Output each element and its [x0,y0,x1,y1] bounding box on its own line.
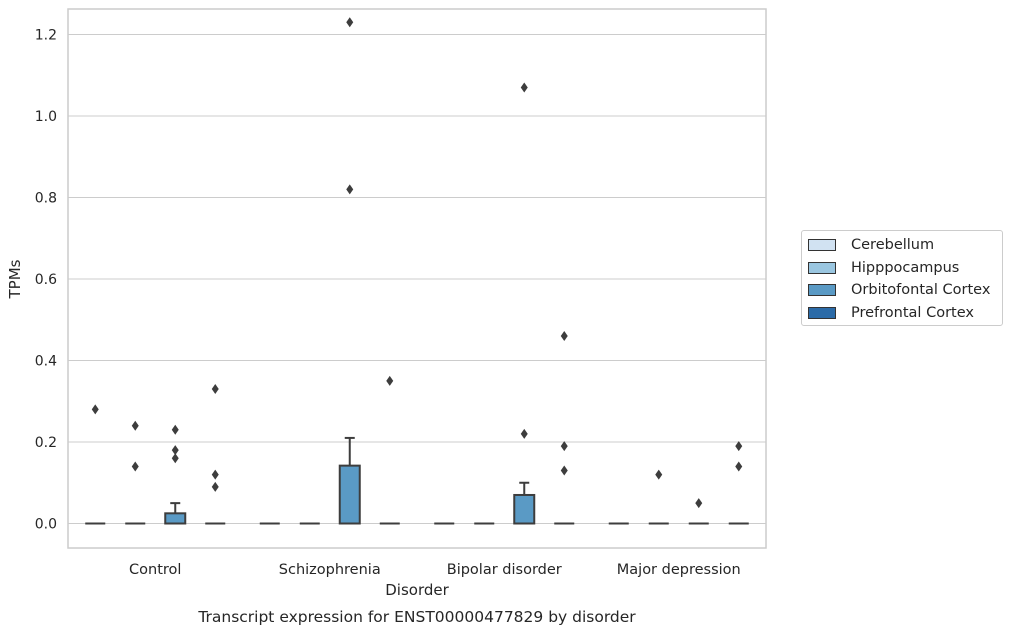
outlier-point [695,498,703,509]
outlier-point [655,469,663,480]
y-tick-label: 1.2 [35,28,57,44]
legend-label: Cerebellum [851,237,935,253]
chart-title: Transcript expression for ENST0000047782… [197,608,636,626]
legend-item-prefrontal-cortex: Prefrontal Cortex [808,304,974,322]
x-axis-label: Disorder [385,581,449,599]
outlier-point [171,445,179,456]
legend-label: Orbitofontal Cortex [851,282,991,298]
outlier-point [171,424,179,435]
gridlines [68,34,766,524]
legend-swatch [808,307,836,319]
y-tick-label: 0.6 [35,272,57,288]
outlier-point [211,469,219,480]
outlier-point [346,17,354,28]
y-tick-label: 1.0 [35,109,57,125]
outlier-point [735,461,743,472]
outlier-point [211,384,219,395]
outlier-point [560,465,568,476]
box [513,493,536,525]
outlier-point [735,441,743,452]
x-tick-label: Control [129,562,181,578]
legend-swatch [808,262,836,274]
outlier-point [211,481,219,492]
outlier-point [520,428,528,439]
outlier-point [560,331,568,342]
plot-frame [67,8,767,549]
outlier-point [560,441,568,452]
legend-swatch [808,239,836,251]
outlier-point [346,184,354,195]
boxes [85,17,749,525]
outlier-point [131,461,139,472]
legend-label: Hipppocampus [851,260,960,276]
outlier-point [171,453,179,464]
outlier-point [131,420,139,431]
outlier-point [386,375,394,386]
legend: Cerebellum Hipppocampus Orbitofontal Cor… [801,230,1003,326]
y-tick-label: 0.0 [35,517,57,533]
y-tick-label: 0.2 [35,435,57,451]
legend-label: Prefrontal Cortex [851,305,974,321]
box [338,464,361,525]
outlier-point [91,404,99,415]
outlier-point [520,82,528,93]
legend-item-orbitofrontal-cortex: Orbitofontal Cortex [808,281,990,299]
y-tick-label: 0.4 [35,354,57,370]
legend-item-cerebellum: Cerebellum [808,236,934,254]
y-tick-label: 0.8 [35,191,57,207]
y-axis-label: TPMs [6,259,24,299]
box [164,512,187,525]
x-tick-label: Major depression [617,562,741,578]
legend-item-hippocampus: Hipppocampus [808,259,959,277]
x-tick-label: Schizophrenia [279,562,381,578]
x-tick-label: Bipolar disorder [447,562,562,578]
legend-swatch [808,284,836,296]
axes: 0.0 0.2 0.4 0.6 0.8 1.0 1.2 Control Schizophreni… [35,8,767,578]
